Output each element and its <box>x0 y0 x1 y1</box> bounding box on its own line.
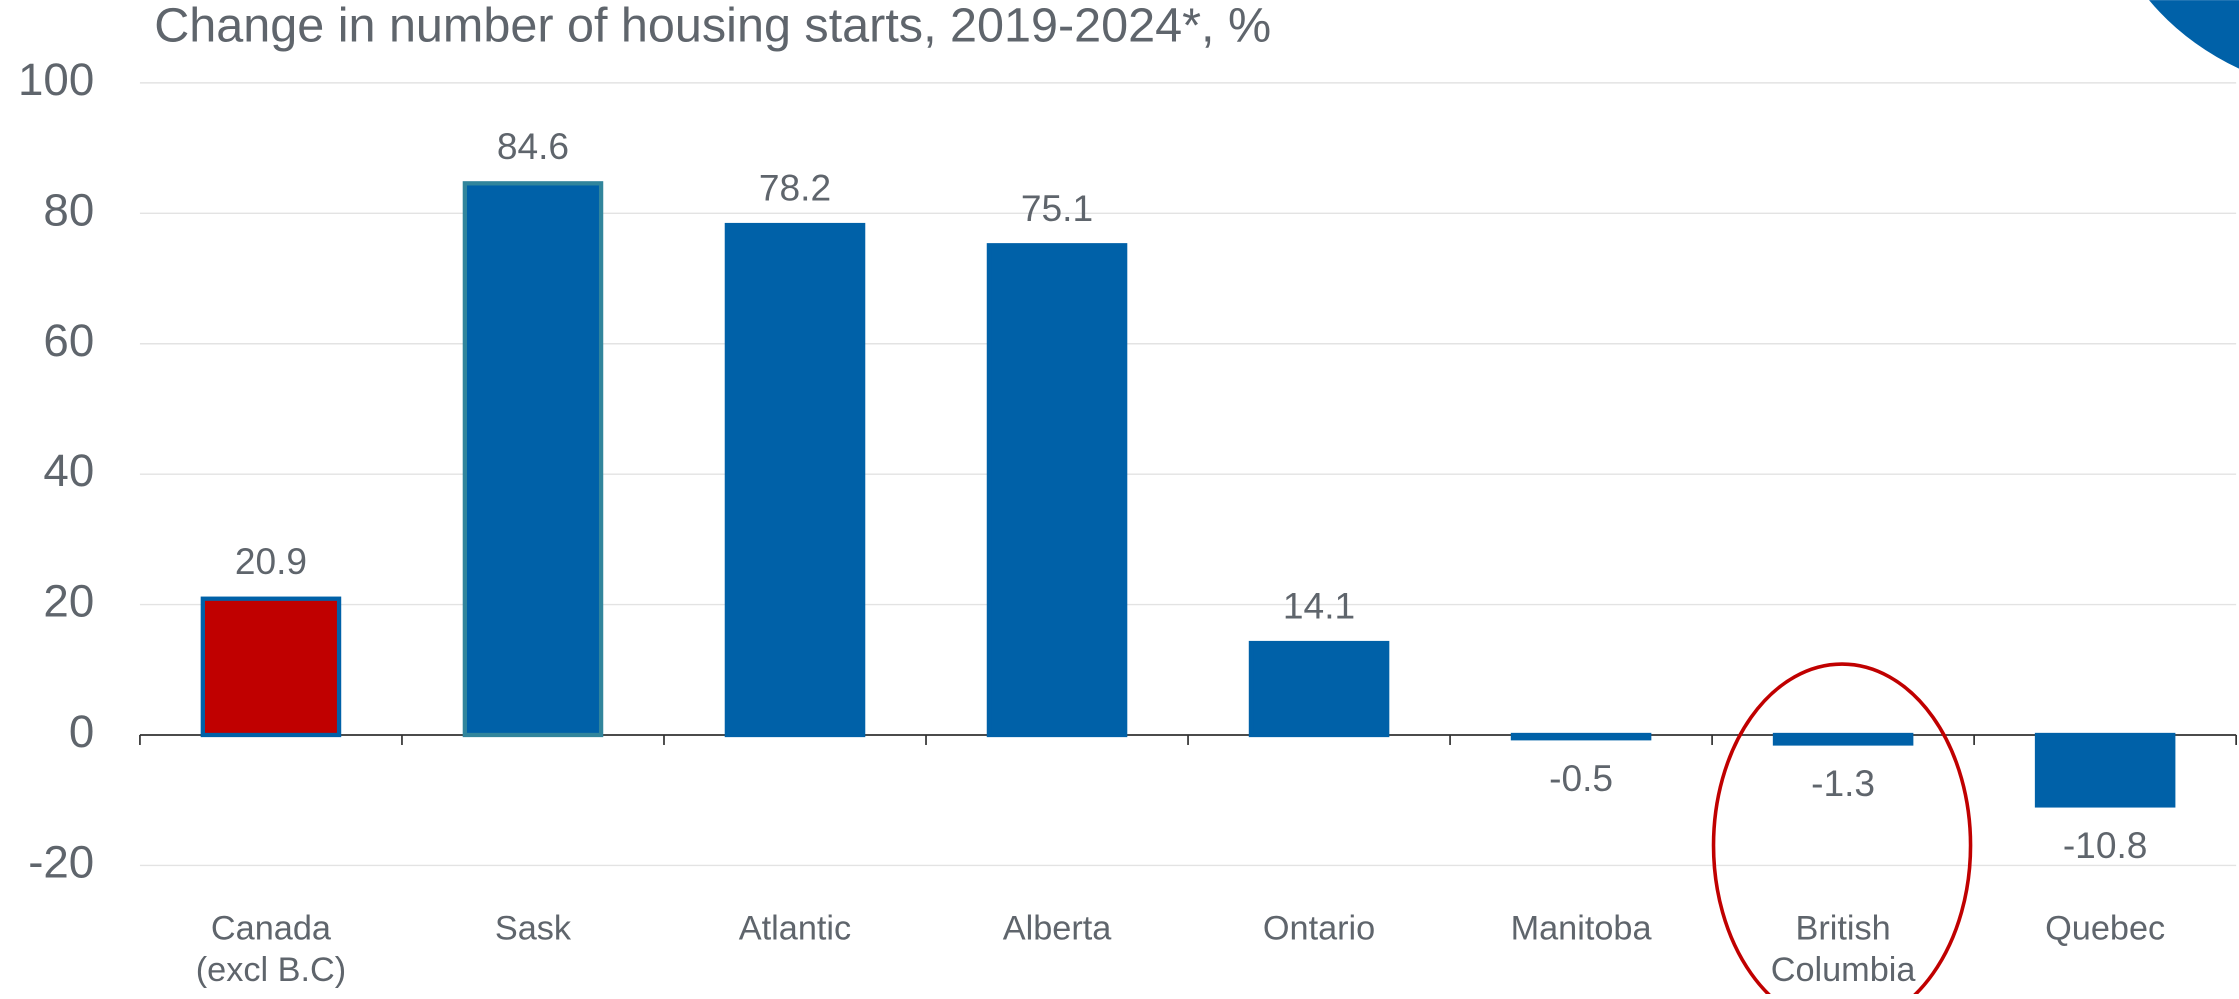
x-tick-label: Sask <box>494 909 572 949</box>
x-tick-label-box: Quebec <box>2045 909 2166 949</box>
data-label: -0.5 <box>1549 757 1613 799</box>
data-label: 75.1 <box>1021 187 1093 229</box>
x-tick-label: Manitoba <box>1510 909 1652 949</box>
x-tick-label-box: Ontario <box>1262 909 1376 949</box>
x-tick-label-box: British Columbia <box>1770 909 1916 990</box>
chart-title: Change in number of housing starts, 2019… <box>154 0 1271 52</box>
bar <box>1248 640 1390 738</box>
bar <box>986 243 1128 738</box>
x-tick-label: Quebec <box>2045 909 2166 949</box>
y-tick-label: 40 <box>43 445 94 496</box>
data-label: -1.3 <box>1811 762 1875 804</box>
x-tick-label: Alberta <box>1002 909 1112 949</box>
bar <box>2034 732 2176 808</box>
x-tick-label: Atlantic <box>738 909 852 949</box>
y-tick-label: 80 <box>43 184 94 235</box>
x-tick-label-box: Manitoba <box>1510 909 1652 949</box>
x-tick-label-box: Canada (excl B.C) <box>195 909 347 990</box>
bar <box>200 596 342 738</box>
y-tick-label: 0 <box>69 706 94 757</box>
x-tick-label: British Columbia <box>1770 909 1916 990</box>
data-label: 20.9 <box>235 540 307 582</box>
data-label: 14.1 <box>1283 585 1355 627</box>
corner-decoration <box>2149 0 2239 69</box>
data-label: -10.8 <box>2063 824 2148 866</box>
bar <box>1772 732 1914 746</box>
x-tick-label-box: Alberta <box>1002 909 1112 949</box>
y-tick-label: -20 <box>28 836 94 887</box>
y-tick-label: 100 <box>18 54 94 105</box>
bar <box>462 181 604 738</box>
y-tick-label: 20 <box>43 576 94 627</box>
x-tick-label: Ontario <box>1262 909 1376 949</box>
data-label: 84.6 <box>497 125 569 167</box>
bar <box>1510 732 1652 741</box>
y-tick-label: 60 <box>43 315 94 366</box>
x-tick-label-box: Atlantic <box>738 909 852 949</box>
x-tick-label: Canada (excl B.C) <box>195 909 347 990</box>
x-tick-label-box: Sask <box>494 909 572 949</box>
data-label: 78.2 <box>759 167 831 209</box>
bar <box>724 222 866 738</box>
highlight-circle <box>1711 662 1973 999</box>
